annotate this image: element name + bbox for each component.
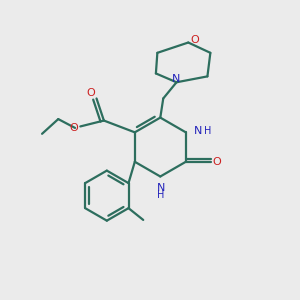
Text: H: H bbox=[157, 190, 165, 200]
Text: N: N bbox=[194, 126, 202, 136]
Text: N: N bbox=[157, 183, 165, 193]
Text: H: H bbox=[205, 126, 212, 136]
Text: O: O bbox=[70, 123, 78, 133]
Text: O: O bbox=[212, 157, 221, 167]
Text: O: O bbox=[87, 88, 96, 98]
Text: O: O bbox=[190, 34, 199, 45]
Text: N: N bbox=[171, 74, 180, 84]
